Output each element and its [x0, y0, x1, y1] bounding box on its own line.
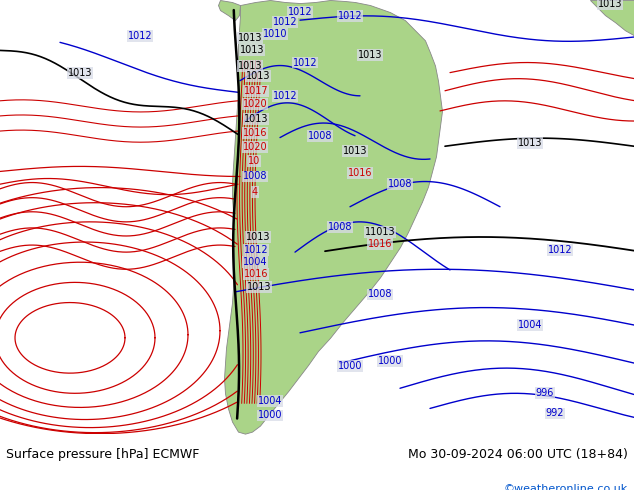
Text: 1008: 1008 — [307, 131, 332, 141]
Text: 1000: 1000 — [378, 356, 402, 366]
Text: 1012: 1012 — [338, 11, 362, 21]
Text: 1012: 1012 — [273, 91, 297, 101]
Text: 1013: 1013 — [243, 114, 268, 124]
Text: 1008: 1008 — [368, 290, 392, 299]
Text: 1012: 1012 — [293, 57, 317, 68]
Text: 1000: 1000 — [338, 361, 362, 371]
Text: 1013: 1013 — [68, 68, 93, 77]
Text: 10: 10 — [248, 156, 260, 167]
Text: 1013: 1013 — [518, 138, 542, 148]
Text: 1013: 1013 — [246, 71, 270, 81]
Text: 4: 4 — [252, 187, 258, 196]
Text: 1013: 1013 — [598, 0, 622, 9]
Text: 1016: 1016 — [243, 128, 268, 138]
Text: 1013: 1013 — [240, 46, 264, 55]
Text: Surface pressure [hPa] ECMWF: Surface pressure [hPa] ECMWF — [6, 448, 200, 461]
Text: 1012: 1012 — [127, 31, 152, 41]
Text: 992: 992 — [546, 409, 564, 418]
Text: 1004: 1004 — [243, 257, 268, 267]
Text: 1016: 1016 — [368, 239, 392, 249]
Text: 1020: 1020 — [243, 99, 268, 109]
Text: 1012: 1012 — [273, 17, 297, 27]
Text: 1013: 1013 — [358, 50, 382, 60]
Text: 11013: 11013 — [365, 227, 396, 237]
Text: 1013: 1013 — [246, 232, 270, 242]
Text: 1012: 1012 — [288, 7, 313, 17]
Text: 1012: 1012 — [548, 245, 573, 255]
Text: 1013: 1013 — [247, 282, 271, 293]
Text: Mo 30-09-2024 06:00 UTC (18+84): Mo 30-09-2024 06:00 UTC (18+84) — [408, 448, 628, 461]
Text: 1016: 1016 — [348, 169, 372, 178]
Text: 1004: 1004 — [518, 320, 542, 330]
Text: 1000: 1000 — [258, 411, 282, 420]
Text: 1008: 1008 — [243, 172, 268, 181]
Text: 1012: 1012 — [243, 245, 268, 255]
Text: 1017: 1017 — [243, 86, 268, 96]
Text: 1004: 1004 — [258, 396, 282, 406]
Text: 1008: 1008 — [388, 178, 412, 189]
Text: 1013: 1013 — [343, 147, 367, 156]
Text: 1016: 1016 — [243, 270, 268, 279]
Text: 996: 996 — [536, 388, 554, 398]
Text: 1008: 1008 — [328, 222, 353, 232]
Text: 1010: 1010 — [262, 29, 287, 39]
Text: 1013: 1013 — [238, 61, 262, 71]
Text: ©weatheronline.co.uk: ©weatheronline.co.uk — [503, 484, 628, 490]
Text: 1013: 1013 — [238, 33, 262, 43]
Text: 1020: 1020 — [243, 142, 268, 152]
